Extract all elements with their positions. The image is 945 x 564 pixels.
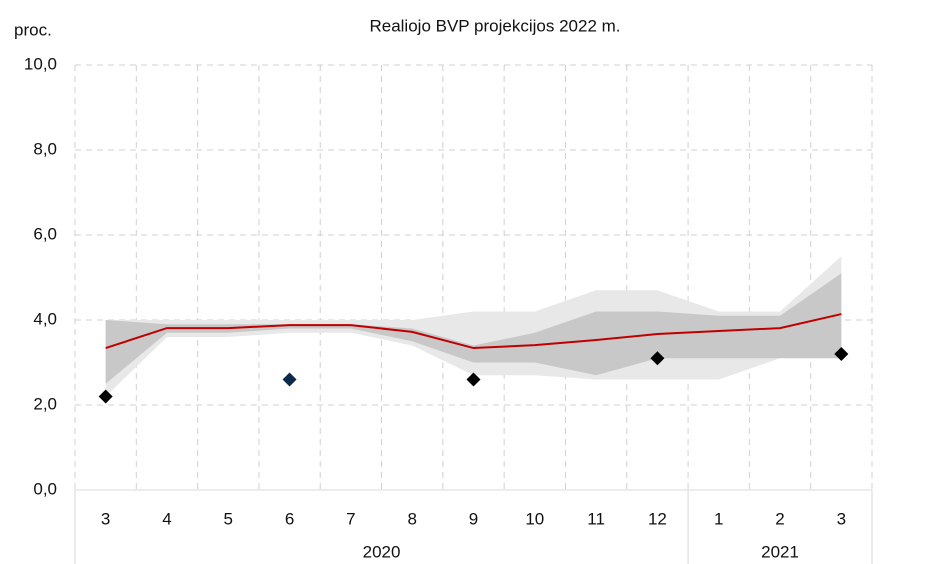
x-tick-label: 4 — [162, 509, 171, 528]
x-tick-label: 7 — [346, 509, 355, 528]
x-group-label: 2020 — [363, 542, 401, 561]
y-tick-label: 4,0 — [33, 309, 57, 328]
y-tick-label: 6,0 — [33, 224, 57, 243]
y-tick-label: 2,0 — [33, 394, 57, 413]
x-tick-label: 2 — [775, 509, 784, 528]
y-tick-label: 0,0 — [33, 479, 57, 498]
x-tick-label: 3 — [837, 509, 846, 528]
y-tick-label: 8,0 — [33, 139, 57, 158]
marker — [834, 347, 849, 361]
x-tick-label: 8 — [407, 509, 416, 528]
x-tick-label: 9 — [469, 509, 478, 528]
chart-title: Realiojo BVP projekcijos 2022 m. — [369, 16, 620, 35]
x-tick-label: 3 — [101, 509, 110, 528]
line — [105, 313, 842, 350]
y-axis-label: proc. — [14, 20, 52, 39]
marker — [650, 351, 665, 366]
x-tick-label: 5 — [224, 509, 233, 528]
x-tick-label: 10 — [525, 509, 544, 528]
x-tick-label: 12 — [648, 509, 667, 528]
marker — [282, 372, 297, 387]
x-tick-label: 6 — [285, 509, 294, 528]
marker — [466, 372, 481, 387]
y-tick-label: 10,0 — [24, 54, 57, 73]
x-tick-label: 11 — [587, 509, 605, 528]
x-tick-label: 1 — [714, 509, 723, 528]
x-group-label: 2021 — [761, 542, 799, 561]
marker — [98, 389, 113, 404]
